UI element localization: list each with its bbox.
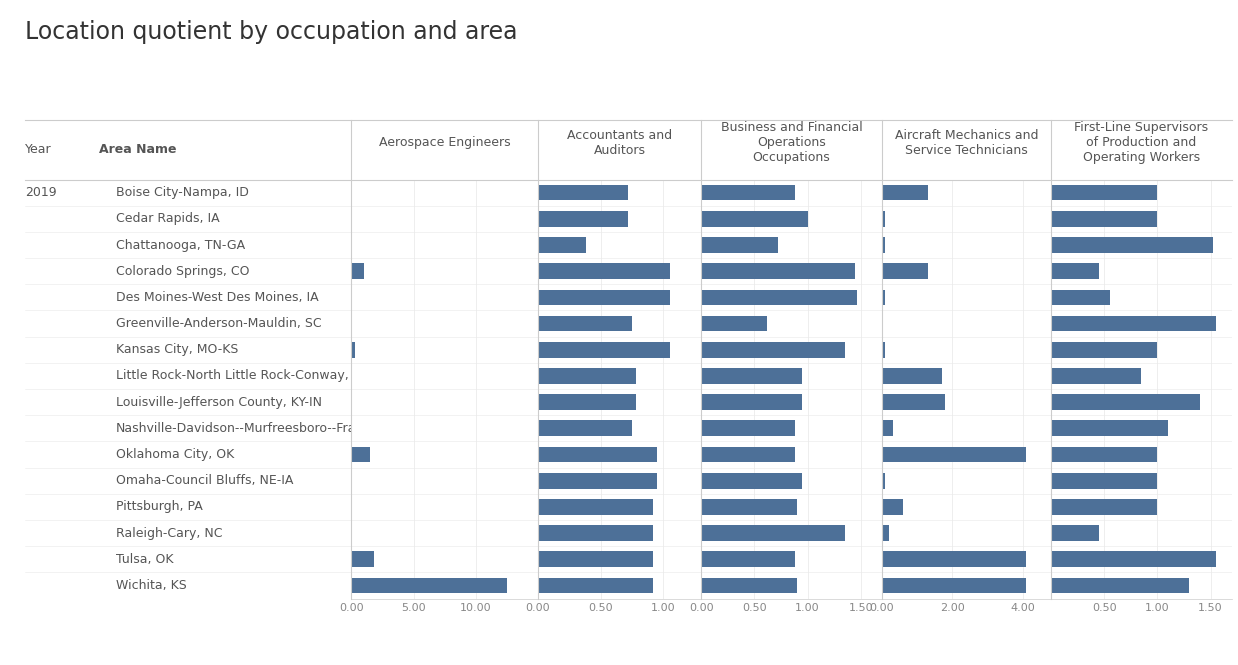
Text: Accountants and
Auditors: Accountants and Auditors bbox=[567, 129, 672, 157]
Bar bbox=[701, 525, 844, 541]
Text: Aircraft Mechanics and
Service Technicians: Aircraft Mechanics and Service Technicia… bbox=[895, 129, 1039, 157]
Bar bbox=[537, 473, 657, 489]
Text: Omaha-Council Bluffs, NE-IA: Omaha-Council Bluffs, NE-IA bbox=[116, 474, 293, 487]
Bar bbox=[537, 316, 633, 331]
Bar bbox=[701, 185, 795, 201]
Bar bbox=[352, 447, 370, 462]
Text: Greenville-Anderson-Mauldin, SC: Greenville-Anderson-Mauldin, SC bbox=[116, 317, 322, 330]
Bar bbox=[881, 263, 927, 279]
Bar bbox=[1051, 551, 1216, 567]
Bar bbox=[1051, 447, 1158, 462]
Text: Little Rock-North Little Rock-Conway, AR: Little Rock-North Little Rock-Conway, AR bbox=[116, 370, 370, 382]
Bar bbox=[537, 368, 636, 384]
Text: Wichita, KS: Wichita, KS bbox=[116, 579, 187, 592]
Bar bbox=[537, 211, 629, 227]
Bar bbox=[701, 499, 797, 515]
Text: Oklahoma City, OK: Oklahoma City, OK bbox=[116, 448, 234, 461]
Bar bbox=[537, 551, 654, 567]
Bar bbox=[537, 237, 586, 253]
Text: Business and Financial
Operations
Occupations: Business and Financial Operations Occupa… bbox=[721, 122, 863, 164]
Bar bbox=[701, 263, 855, 279]
Bar bbox=[701, 237, 777, 253]
Bar bbox=[701, 289, 858, 305]
Bar bbox=[701, 577, 797, 593]
Bar bbox=[537, 289, 670, 305]
Text: Louisville-Jefferson County, KY-IN: Louisville-Jefferson County, KY-IN bbox=[116, 396, 322, 408]
Bar bbox=[537, 420, 633, 436]
Bar bbox=[537, 577, 654, 593]
Text: 2019: 2019 bbox=[25, 186, 57, 199]
Bar bbox=[1051, 185, 1158, 201]
Bar bbox=[881, 237, 885, 253]
Text: Boise City-Nampa, ID: Boise City-Nampa, ID bbox=[116, 186, 249, 199]
Bar bbox=[701, 211, 807, 227]
Text: Colorado Springs, CO: Colorado Springs, CO bbox=[116, 265, 250, 278]
Bar bbox=[881, 185, 927, 201]
Text: Location quotient by occupation and area: Location quotient by occupation and area bbox=[25, 20, 517, 44]
Bar bbox=[1051, 420, 1167, 436]
Bar bbox=[1051, 342, 1158, 358]
Text: Year: Year bbox=[25, 143, 52, 156]
Bar bbox=[881, 420, 893, 436]
Bar bbox=[352, 263, 364, 279]
Bar bbox=[881, 577, 1026, 593]
Bar bbox=[881, 211, 885, 227]
Bar bbox=[352, 577, 506, 593]
Bar bbox=[537, 525, 654, 541]
Bar bbox=[701, 420, 795, 436]
Bar bbox=[1051, 368, 1141, 384]
Bar bbox=[881, 289, 885, 305]
Text: Area Name: Area Name bbox=[99, 143, 177, 156]
Bar bbox=[1051, 499, 1158, 515]
Bar bbox=[1051, 211, 1158, 227]
Bar bbox=[1051, 473, 1158, 489]
Text: Pittsburgh, PA: Pittsburgh, PA bbox=[116, 500, 203, 513]
Bar bbox=[881, 368, 942, 384]
Bar bbox=[881, 447, 1026, 462]
Text: Aerospace Engineers: Aerospace Engineers bbox=[379, 136, 510, 150]
Bar bbox=[537, 263, 670, 279]
Bar bbox=[1051, 577, 1190, 593]
Bar bbox=[1051, 237, 1213, 253]
Text: Raleigh-Cary, NC: Raleigh-Cary, NC bbox=[116, 527, 223, 539]
Text: Chattanooga, TN-GA: Chattanooga, TN-GA bbox=[116, 239, 245, 251]
Bar bbox=[701, 342, 844, 358]
Text: Cedar Rapids, IA: Cedar Rapids, IA bbox=[116, 212, 220, 225]
Bar bbox=[701, 447, 795, 462]
Bar bbox=[701, 394, 802, 410]
Bar bbox=[537, 394, 636, 410]
Text: Nashville-Davidson--Murfreesboro--Fra...: Nashville-Davidson--Murfreesboro--Fra... bbox=[116, 422, 369, 435]
Bar bbox=[881, 525, 889, 541]
Bar bbox=[1051, 289, 1109, 305]
Bar bbox=[881, 394, 946, 410]
Text: Tulsa, OK: Tulsa, OK bbox=[116, 553, 173, 566]
Bar bbox=[537, 447, 657, 462]
Bar bbox=[352, 551, 374, 567]
Text: First-Line Supervisors
of Production and
Operating Workers: First-Line Supervisors of Production and… bbox=[1075, 122, 1208, 164]
Bar bbox=[537, 342, 670, 358]
Bar bbox=[701, 551, 795, 567]
Bar bbox=[1051, 525, 1099, 541]
Bar bbox=[881, 342, 885, 358]
Text: Kansas City, MO-KS: Kansas City, MO-KS bbox=[116, 343, 239, 356]
Bar bbox=[701, 316, 768, 331]
Bar bbox=[881, 499, 903, 515]
Bar bbox=[1051, 394, 1200, 410]
Bar bbox=[881, 473, 885, 489]
Text: Des Moines-West Des Moines, IA: Des Moines-West Des Moines, IA bbox=[116, 291, 319, 304]
Bar bbox=[537, 185, 629, 201]
Bar bbox=[537, 499, 654, 515]
Bar bbox=[1051, 263, 1099, 279]
Bar bbox=[881, 551, 1026, 567]
Bar bbox=[1051, 316, 1216, 331]
Bar bbox=[352, 342, 355, 358]
Bar bbox=[701, 368, 802, 384]
Bar bbox=[701, 473, 802, 489]
